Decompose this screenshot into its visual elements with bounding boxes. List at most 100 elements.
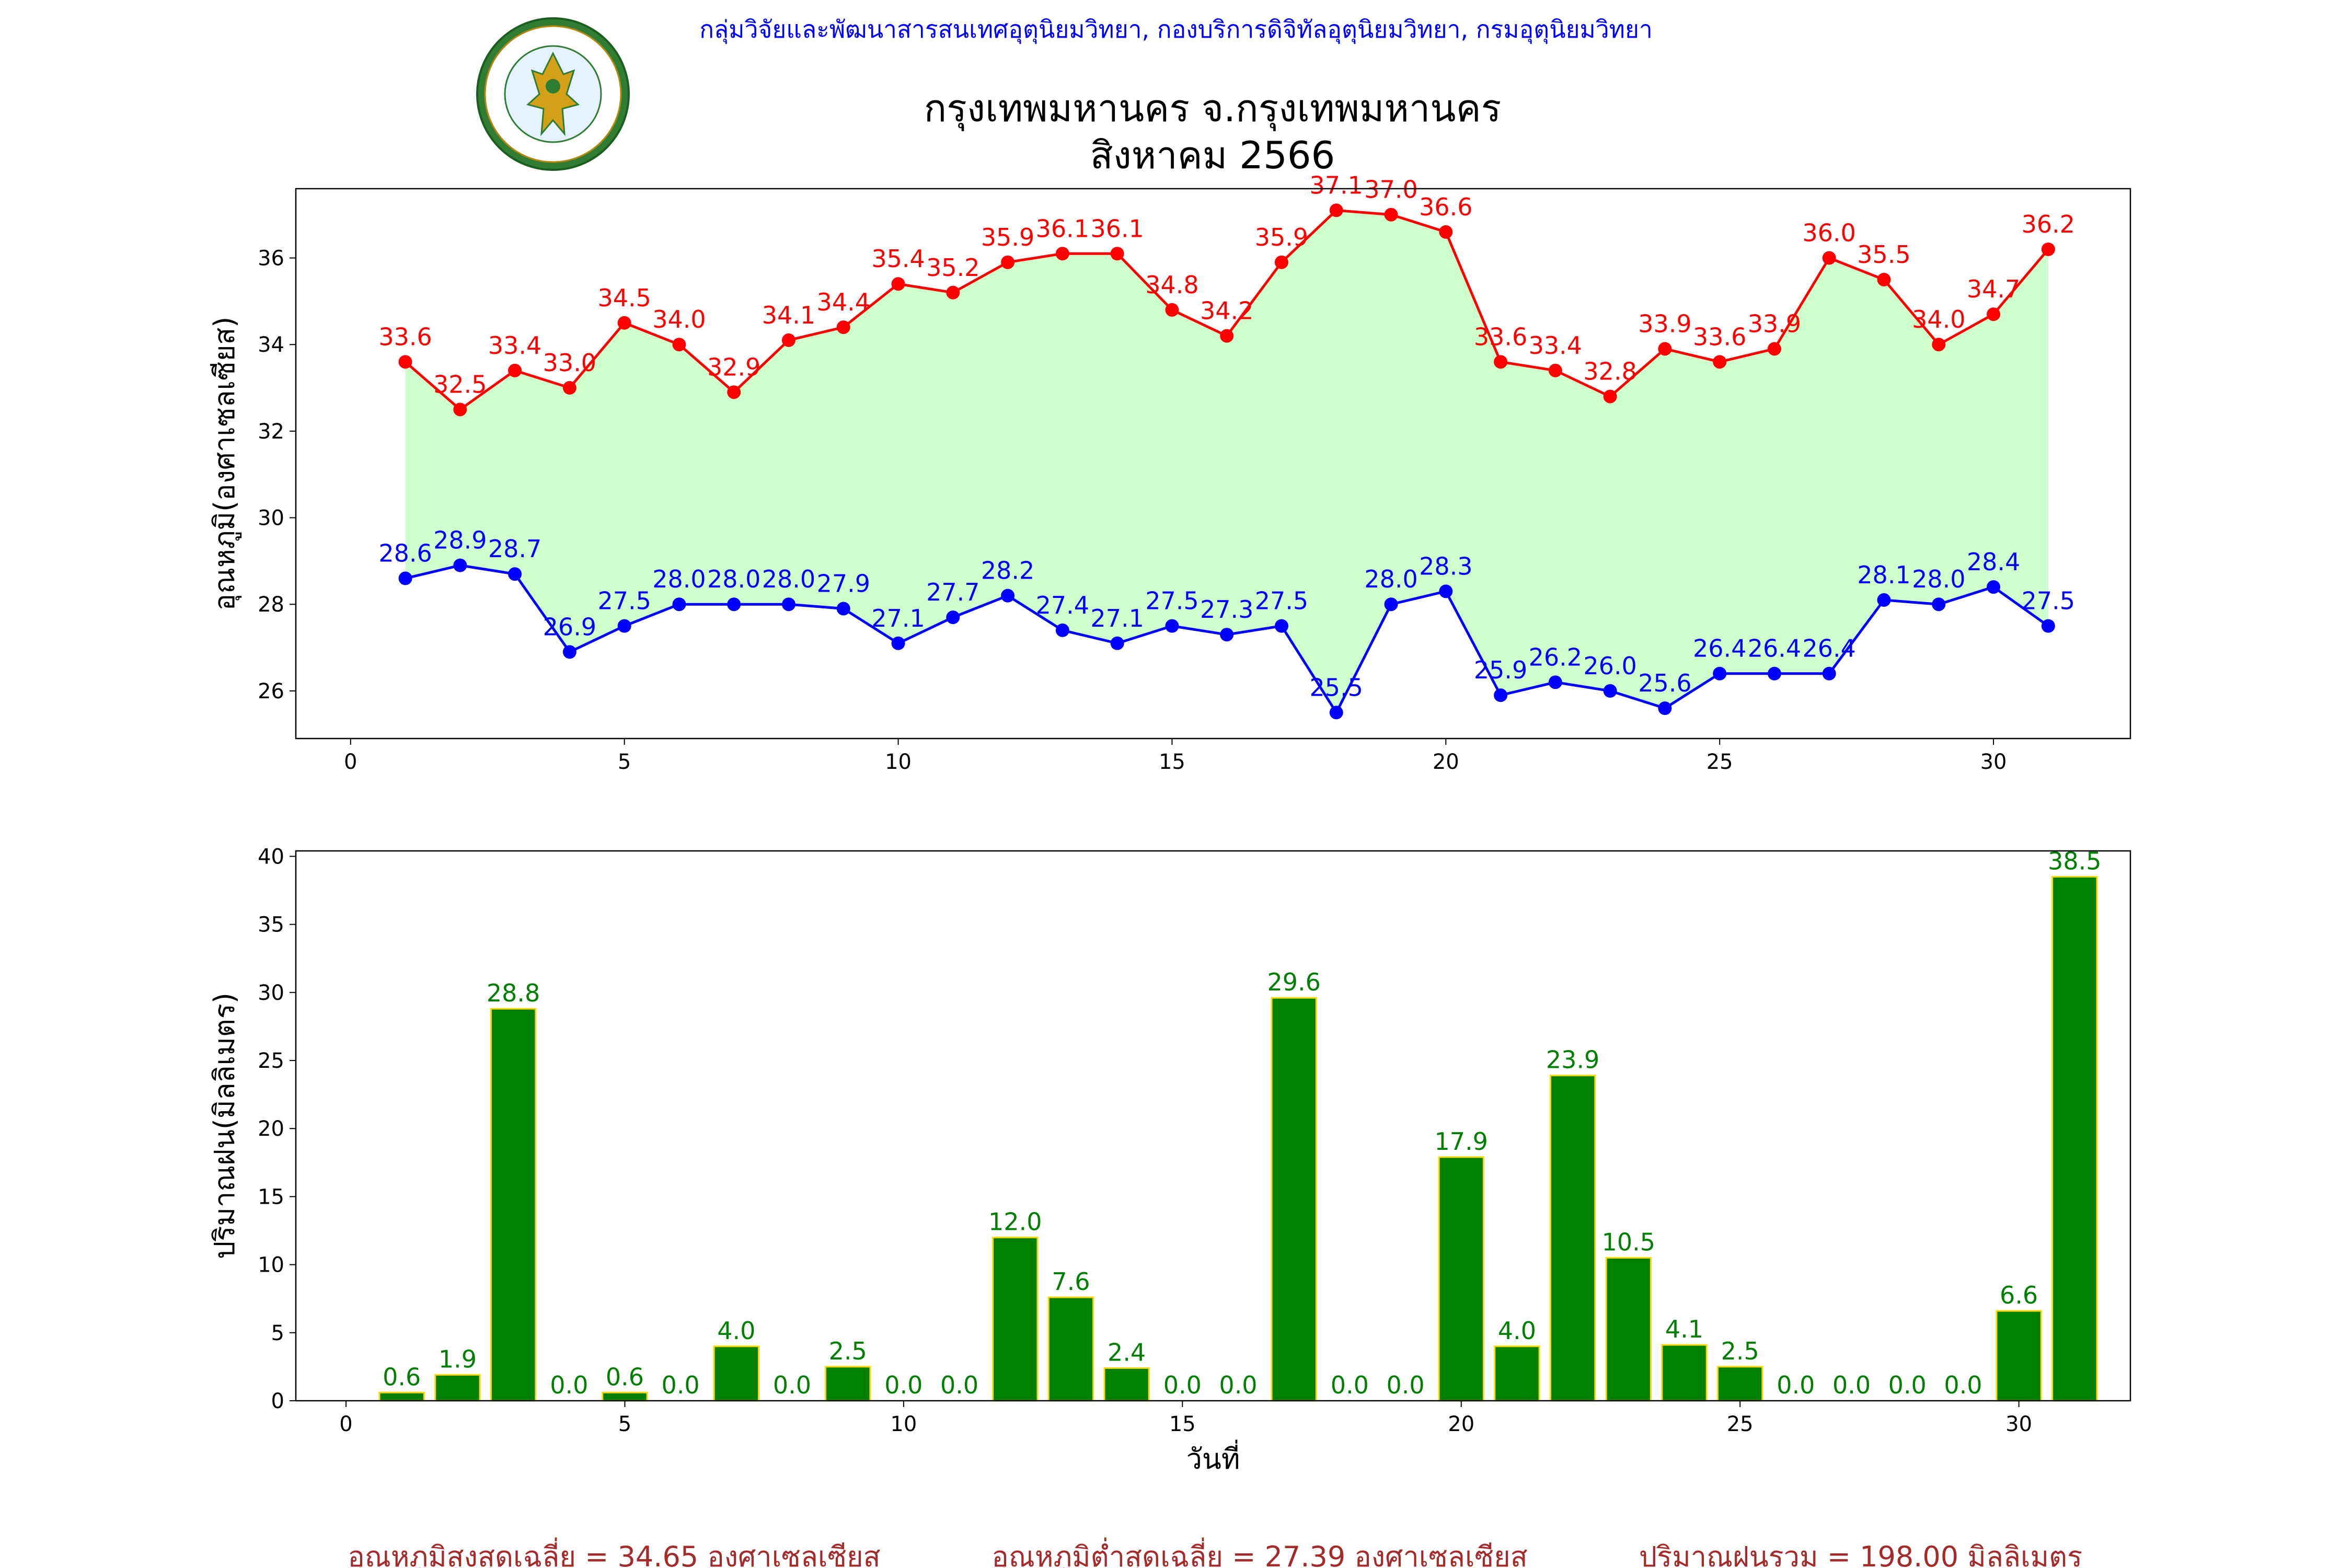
rain-bar <box>602 1391 648 1402</box>
min-temp-point <box>1713 666 1727 681</box>
min-temp-data-label: 27.5 <box>597 587 651 615</box>
max-temp-point <box>1001 255 1015 269</box>
rain-bar <box>1661 1344 1708 1402</box>
max-temp-point <box>727 385 741 399</box>
rain-data-label: 0.0 <box>1888 1371 1927 1399</box>
rainfall-plot: 0.6 1.9 28.8 0.0 0.6 0.0 4.0 0.0 2.5 0.0 0.0 12.0 7.… <box>208 845 2131 1475</box>
min-temp-point <box>1658 701 1672 716</box>
max-temp-data-label: 33.0 <box>543 349 596 377</box>
rain-x-axis-label: วันที่ <box>1186 1439 1240 1475</box>
max-temp-point <box>1767 342 1781 356</box>
max-temp-point <box>1822 251 1836 265</box>
temp-frame <box>295 188 2131 740</box>
max-temp-data-label: 37.1 <box>1310 171 1363 199</box>
min-temp-data-label: 26.4 <box>1748 635 1801 663</box>
rain-data-label: 0.0 <box>1386 1371 1424 1399</box>
rain-y-tick-label: 15 <box>258 1185 284 1209</box>
max-temp-data-label: 36.2 <box>2022 210 2075 238</box>
rain-data-label: 17.9 <box>1435 1127 1488 1156</box>
rain-bar <box>1549 1075 1596 1402</box>
min-temp-data-label: 28.7 <box>488 535 541 563</box>
max-temp-point <box>1877 272 1891 286</box>
rain-y-tick-label: 40 <box>258 845 284 869</box>
min-temp-point <box>562 645 577 659</box>
max-temp-point <box>946 285 960 299</box>
max-temp-point <box>617 316 631 330</box>
temp-y-tick-label: 34 <box>258 333 284 357</box>
max-temp-point <box>1987 307 2001 321</box>
max-temp-data-label: 35.4 <box>871 245 925 273</box>
rain-bar <box>1047 1296 1094 1402</box>
max-temp-point <box>1439 225 1453 239</box>
min-temp-data-label: 26.4 <box>1803 635 1856 663</box>
rain-data-label: 0.0 <box>1944 1371 1982 1399</box>
rain-data-label: 28.8 <box>487 979 540 1007</box>
min-temp-data-label: 25.5 <box>1310 673 1363 701</box>
min-temp-data-label: 27.7 <box>926 578 979 606</box>
max-temp-point <box>1329 203 1343 217</box>
max-temp-data-label: 34.0 <box>652 305 706 333</box>
min-temp-data-label: 27.5 <box>1145 587 1198 615</box>
rain-data-label: 0.0 <box>940 1371 978 1399</box>
min-temp-data-label: 27.5 <box>1255 587 1308 615</box>
max-temp-data-label: 37.0 <box>1364 176 1417 204</box>
rain-bar <box>1103 1367 1150 1402</box>
min-temp-point <box>1001 589 1015 603</box>
rain-bar <box>434 1374 481 1402</box>
rain-data-label: 4.0 <box>717 1317 755 1345</box>
max-temp-data-label: 33.4 <box>488 331 541 360</box>
min-temp-data-label: 26.4 <box>1693 635 1746 663</box>
min-temp-point <box>1274 619 1288 633</box>
max-temp-data-label: 35.2 <box>926 253 979 282</box>
max-temp-data-label: 33.9 <box>1748 309 1801 338</box>
rain-bar <box>1271 997 1317 1402</box>
rain-bar <box>1605 1257 1652 1402</box>
rain-data-label: 0.6 <box>606 1363 644 1391</box>
min-temp-data-label: 28.4 <box>1967 548 2020 576</box>
max-temp-point <box>1603 389 1617 403</box>
rain-bar <box>992 1237 1039 1402</box>
min-temp-point <box>1110 636 1124 650</box>
temperature-plot: 33.632.533.433.034.534.032.934.1 34.435.4… <box>208 171 2131 774</box>
min-temp-data-label: 28.0 <box>1364 565 1417 593</box>
temp-x-tick-label: 5 <box>618 750 631 774</box>
rain-y-tick-label: 20 <box>258 1117 284 1141</box>
max-temp-data-label: 32.5 <box>433 370 487 398</box>
temp-y-tick-label: 30 <box>258 506 284 531</box>
min-temp-point <box>2041 619 2055 633</box>
min-temp-data-label: 25.9 <box>1474 656 1527 684</box>
max-temp-point <box>1548 363 1562 377</box>
max-temp-point <box>1220 329 1234 343</box>
max-temp-point <box>891 277 905 291</box>
min-temp-point <box>1603 684 1617 698</box>
footer-total-rain: ปริมาณฝนรวม = 198.00 มิลลิเมตร <box>1639 1540 2082 1568</box>
min-temp-point <box>946 610 960 625</box>
rain-bar <box>1494 1345 1540 1402</box>
temp-x-tick-label: 10 <box>885 750 912 774</box>
max-temp-point <box>453 402 467 417</box>
max-temp-data-label: 34.7 <box>1967 275 2020 303</box>
max-temp-point <box>1384 207 1398 222</box>
rain-data-label: 2.5 <box>829 1337 867 1365</box>
min-temp-data-label: 27.5 <box>2022 587 2075 615</box>
rain-data-label: 23.9 <box>1546 1046 1599 1074</box>
max-temp-data-label: 33.6 <box>1693 322 1746 351</box>
min-temp-data-label: 25.6 <box>1638 669 1691 697</box>
max-temp-point <box>1932 338 1946 352</box>
rain-bar <box>490 1008 537 1402</box>
rain-data-label: 2.4 <box>1108 1339 1146 1367</box>
max-temp-data-label: 33.9 <box>1638 309 1691 338</box>
rain-y-tick-label: 35 <box>258 913 284 937</box>
temp-y-tick-label: 28 <box>258 593 284 617</box>
min-temp-point <box>781 597 795 612</box>
max-temp-point <box>508 363 522 377</box>
min-temp-point <box>1439 584 1453 598</box>
min-temp-point <box>1165 619 1179 633</box>
max-temp-data-label: 32.8 <box>1583 358 1636 386</box>
chart-title-line2: สิงหาคม 2566 <box>1090 133 1335 177</box>
max-temp-point <box>672 338 686 352</box>
rain-x-tick-label: 25 <box>1727 1412 1754 1436</box>
min-temp-data-label: 28.6 <box>378 539 432 568</box>
min-temp-data-label: 27.3 <box>1200 595 1253 624</box>
